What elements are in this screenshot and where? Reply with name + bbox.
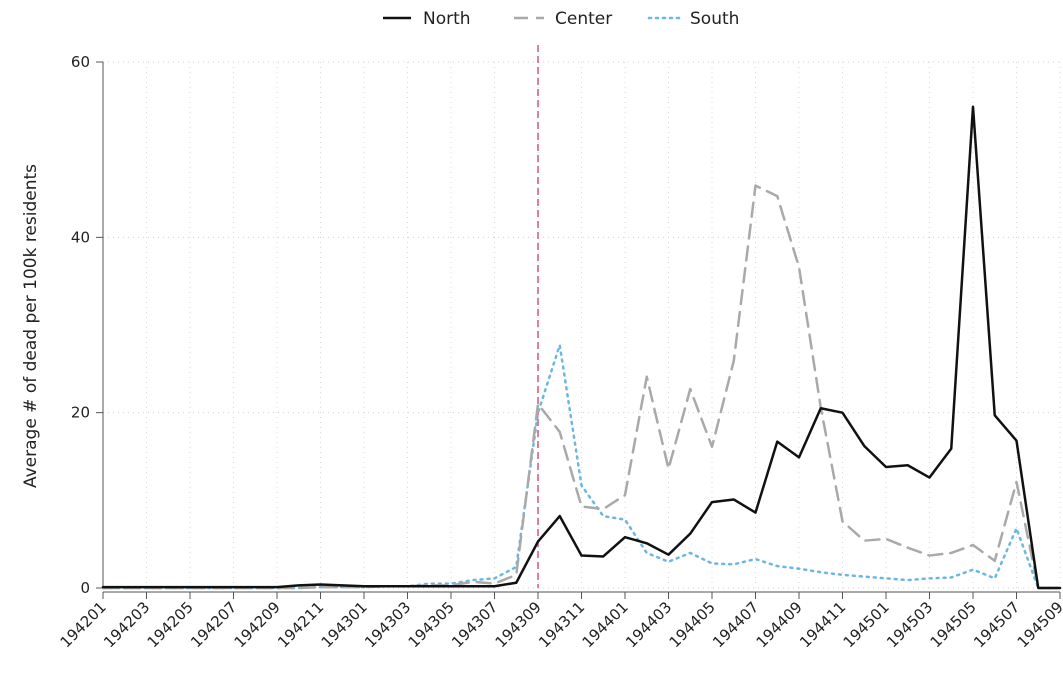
legend-south-label: South [690, 9, 739, 29]
x-tick-label: 194407 [709, 598, 762, 651]
axes [96, 61, 1061, 599]
x-tick-label: 194201 [57, 598, 110, 651]
y-axis-title: Average # of dead per 100k residents [21, 164, 41, 488]
y-tick-label: 40 [71, 228, 90, 246]
x-tick-label: 194503 [883, 598, 936, 651]
x-tick-label: 194307 [448, 598, 501, 651]
x-tick-label: 194211 [274, 598, 327, 651]
x-tick-label: 194509 [1014, 598, 1063, 651]
legend-center-label: Center [555, 9, 612, 29]
series-line-south [101, 343, 1062, 590]
x-tick-label: 194401 [579, 598, 632, 651]
x-tick-label: 194411 [796, 598, 849, 651]
series-line-north [101, 105, 1062, 590]
x-tick-label: 194207 [187, 598, 240, 651]
x-tick-label: 194309 [492, 598, 545, 651]
x-tick-label: 194405 [666, 598, 719, 651]
x-tick-label: 194303 [361, 598, 414, 651]
legend-north-label: North [423, 9, 471, 29]
x-tick-label: 194507 [970, 598, 1023, 651]
x-tick-label: 194305 [405, 598, 458, 651]
y-tick-label: 60 [71, 53, 90, 71]
legend: North Center South [383, 9, 739, 29]
x-tick-label: 194311 [535, 598, 588, 651]
tick-labels: 0204060194201194203194205194207194209194… [57, 53, 1063, 651]
x-tick-label: 194301 [318, 598, 371, 651]
y-tick-label: 20 [71, 404, 90, 422]
series-lines [101, 105, 1062, 590]
y-tick-label: 0 [80, 579, 90, 597]
x-tick-label: 194209 [231, 598, 284, 651]
x-tick-label: 194501 [840, 598, 893, 651]
grid [102, 61, 1061, 589]
x-tick-label: 194205 [144, 598, 197, 651]
x-tick-label: 194505 [927, 598, 980, 651]
x-tick-label: 194203 [100, 598, 153, 651]
x-tick-label: 194403 [622, 598, 675, 651]
x-tick-label: 194409 [753, 598, 806, 651]
